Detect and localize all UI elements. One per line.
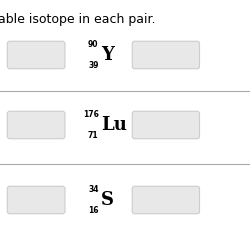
Text: Y: Y [101,46,114,64]
FancyBboxPatch shape [132,41,200,69]
Text: 39: 39 [88,61,99,70]
FancyBboxPatch shape [132,186,200,214]
Text: 34: 34 [88,185,99,194]
Text: 16: 16 [88,206,99,215]
FancyBboxPatch shape [132,111,200,139]
Text: able isotope in each pair.: able isotope in each pair. [0,12,155,26]
FancyBboxPatch shape [7,111,65,139]
Text: Lu: Lu [101,116,127,134]
Text: 90: 90 [88,40,99,49]
Text: S: S [101,191,114,209]
Text: 176: 176 [83,110,98,119]
FancyBboxPatch shape [7,41,65,69]
FancyBboxPatch shape [7,186,65,214]
Text: 71: 71 [88,131,99,140]
